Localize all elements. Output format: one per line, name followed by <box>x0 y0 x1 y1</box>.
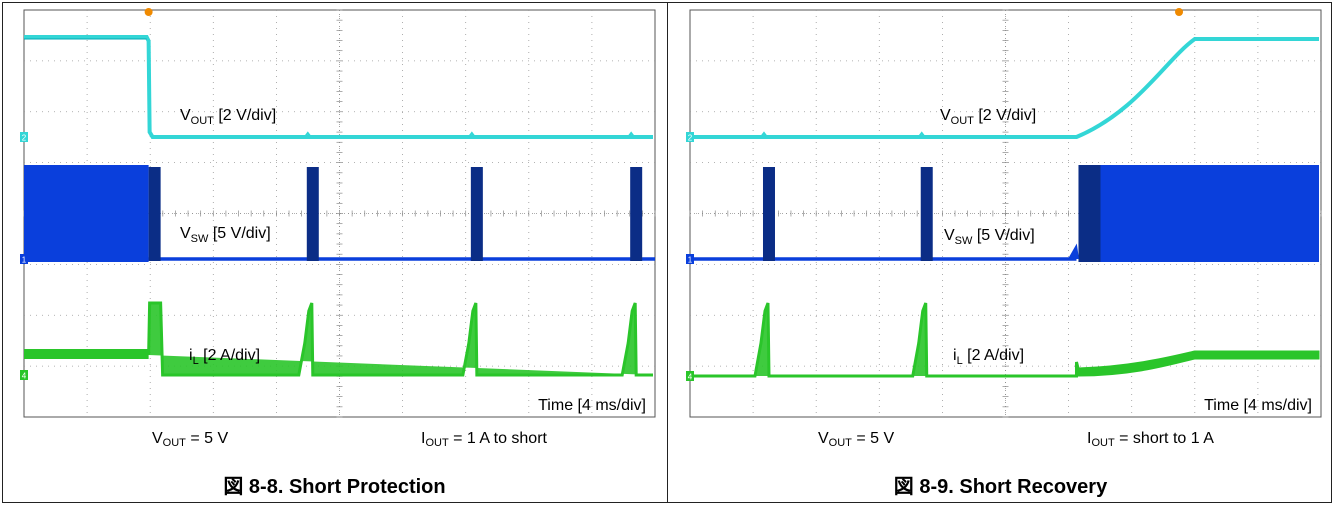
vout-trace <box>690 37 1319 139</box>
panel-short-protection: 2 1 4 VOUT [2 V/div] VSW [5 V/div] iL [2 A/di… <box>2 2 667 503</box>
condition-vout: VOUT = 5 V <box>152 430 229 449</box>
channel-1-marker-icon-text: 1 <box>688 256 693 265</box>
trigger-marker-icon <box>144 8 153 16</box>
vsw-hiccup-burst <box>630 167 643 261</box>
il-trace <box>690 302 1080 378</box>
vsw-hiccup-burst <box>306 167 319 261</box>
channel-1-marker-icon <box>686 254 694 264</box>
channel-4-marker-icon <box>686 371 694 381</box>
channel-1-marker-icon-text: 1 <box>22 256 27 265</box>
channel-4-marker-icon-text: 4 <box>22 372 27 381</box>
label-il: iL [2 A/div] <box>189 347 260 367</box>
channel-2-marker-icon-text: 2 <box>22 134 27 143</box>
channel-4-marker-icon <box>20 370 28 380</box>
vout-ripple <box>468 131 476 138</box>
oscilloscope-plot-short-recovery: 2 1 4 VOUT [2 V/div] VSW [5 V/div] iL [2 A/di… <box>686 8 1322 418</box>
label-il: iL [2 A/div] <box>953 347 1024 367</box>
panel-divider <box>667 2 668 503</box>
vout-ripple <box>627 131 635 138</box>
channel-1-marker-icon <box>20 254 28 264</box>
vout-trace <box>24 35 653 139</box>
vsw-hiccup-burst <box>762 167 775 261</box>
time-scale-label: Time [4 ms/div] <box>538 397 646 414</box>
panel-short-recovery: 2 1 4 VOUT [2 V/div] VSW [5 V/div] iL [2 A/di… <box>668 2 1333 503</box>
channel-2-marker-icon <box>686 132 694 142</box>
condition-iout: IOUT = short to 1 A <box>1087 430 1214 449</box>
channel-4-marker-icon-text: 4 <box>688 373 693 382</box>
figure-caption: 図 8-9. Short Recovery <box>893 476 1108 498</box>
vsw-hiccup-burst <box>470 167 483 261</box>
time-scale-label: Time [4 ms/div] <box>1204 397 1312 414</box>
vsw-switching-band <box>24 165 149 262</box>
vsw-switching-band <box>1078 165 1319 262</box>
vsw-hiccup-burst <box>920 167 933 261</box>
il-recovery-band <box>1077 350 1320 377</box>
label-vout: VOUT [2 V/div] <box>180 107 276 127</box>
vout-ripple <box>917 131 926 138</box>
vsw-hiccup-burst <box>148 167 161 261</box>
vsw-ramp <box>1068 243 1079 260</box>
trigger-marker-icon <box>1175 8 1184 16</box>
il-trace <box>147 301 653 377</box>
condition-vout: VOUT = 5 V <box>818 430 895 449</box>
condition-iout: IOUT = 1 A to short <box>421 430 547 449</box>
label-vsw: VSW [5 V/div] <box>944 227 1035 247</box>
vout-ripple <box>303 131 312 138</box>
oscilloscope-plot-short-protection: 2 1 4 VOUT [2 V/div] VSW [5 V/div] iL [2 A/di… <box>20 8 656 418</box>
vout-ripple <box>760 131 768 138</box>
figure-caption: 図 8-8. Short Protection <box>223 476 446 498</box>
channel-2-marker-icon-text: 2 <box>688 134 693 143</box>
label-vout: VOUT [2 V/div] <box>940 107 1036 127</box>
vsw-startup-edge <box>1078 165 1101 262</box>
label-vsw: VSW [5 V/div] <box>180 225 271 245</box>
il-steady-band <box>24 349 149 359</box>
channel-2-marker-icon <box>20 132 28 142</box>
